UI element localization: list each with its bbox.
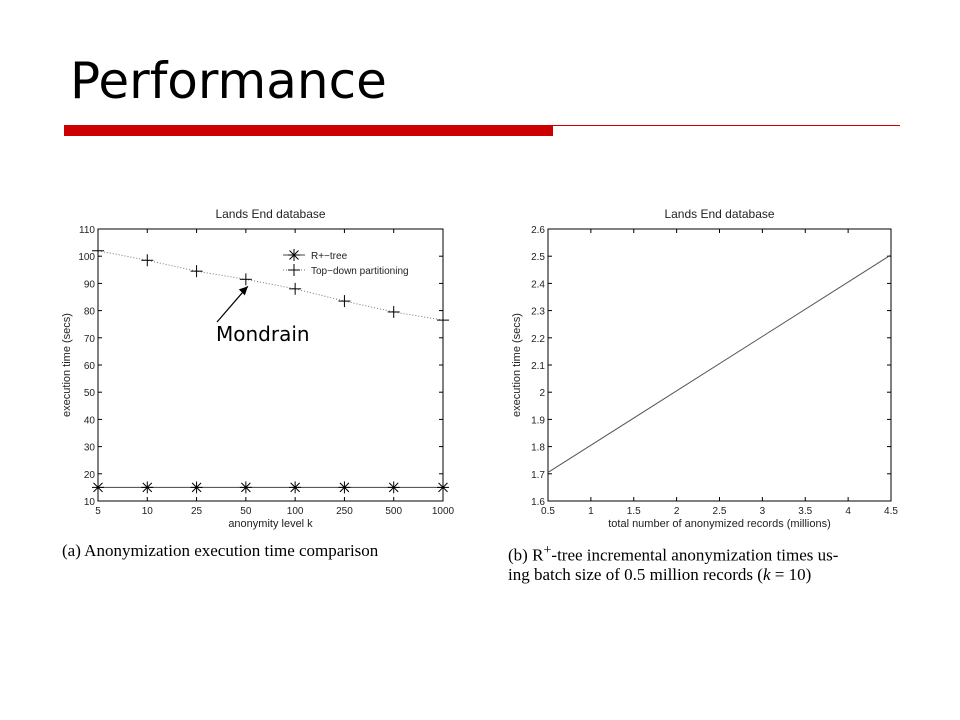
chart-a-ytick-label: 10 bbox=[84, 497, 96, 508]
chart-b-ylabel: execution time (secs) bbox=[511, 313, 523, 417]
chart-b-xtick-label: 3.5 bbox=[798, 506, 812, 517]
chart-b-ytick-label: 2 bbox=[539, 388, 545, 399]
chart-a-topdown-point bbox=[190, 265, 203, 278]
chart-a-ytick-label: 30 bbox=[84, 443, 96, 454]
chart-b-xtick-label: 4.5 bbox=[884, 506, 898, 517]
chart-a-xtick-label: 25 bbox=[191, 506, 203, 517]
caption-b-line2-post: = 10) bbox=[770, 564, 812, 584]
title-accent-bar bbox=[64, 125, 553, 136]
chart-a-xtick-label: 1000 bbox=[432, 506, 455, 517]
mondrian-annotation-label: Mondrain bbox=[216, 322, 310, 346]
chart-b-ytick-label: 1.6 bbox=[531, 497, 545, 508]
chart-a-ytick-label: 90 bbox=[84, 279, 96, 290]
caption-b-part2: -tree incremental anonymization times us… bbox=[551, 545, 839, 565]
chart-a-topdown-point bbox=[239, 273, 252, 286]
chart-b-title: Lands End database bbox=[664, 207, 774, 221]
chart-a-rplus-point bbox=[141, 481, 154, 494]
chart-b-ytick-label: 2.5 bbox=[531, 252, 545, 263]
chart-a-ytick-label: 20 bbox=[84, 470, 96, 481]
caption-a: (a) Anonymization execution time compari… bbox=[62, 541, 379, 560]
chart-b-series-line bbox=[547, 254, 892, 473]
chart-a-rplus-point bbox=[239, 481, 252, 494]
chart-a-topdown-point bbox=[141, 254, 154, 267]
chart-a-title: Lands End database bbox=[215, 207, 325, 221]
chart-b-ytick-label: 1.8 bbox=[531, 443, 545, 454]
chart-b-ytick-label: 2.1 bbox=[531, 361, 545, 372]
caption-b-part1: (b) R bbox=[508, 545, 544, 565]
chart-a-xtick-label: 250 bbox=[336, 506, 353, 517]
chart-a-topdown-point bbox=[338, 295, 351, 308]
chart-a-topdown-point bbox=[387, 305, 400, 318]
chart-a-topdown-point bbox=[437, 314, 449, 327]
chart-b-ytick-label: 2.2 bbox=[531, 334, 545, 345]
chart-a-ytick-label: 80 bbox=[84, 307, 96, 318]
title-accent-line bbox=[553, 125, 900, 126]
chart-a-legend-label-rplus: R+−tree bbox=[311, 251, 348, 262]
chart-a-xtick-label: 10 bbox=[142, 506, 154, 517]
chart-a-legend-label-topdown: Top−down partitioning bbox=[311, 266, 409, 277]
chart-a-ytick-label: 50 bbox=[84, 388, 96, 399]
chart-b-ytick-label: 2.6 bbox=[531, 225, 545, 236]
chart-a-ytick-label: 100 bbox=[78, 252, 95, 263]
caption-b-k: k bbox=[762, 564, 771, 584]
chart-a-rplus-point bbox=[387, 481, 400, 494]
chart-b-xtick-label: 1 bbox=[588, 506, 594, 517]
chart-b-xtick-label: 1.5 bbox=[627, 506, 641, 517]
caption-b-line2-pre: ing batch size of 0.5 million records ( bbox=[508, 564, 763, 584]
caption-b-superscript: + bbox=[543, 542, 552, 558]
chart-b-xtick-label: 4 bbox=[845, 506, 851, 517]
chart-a-ylabel: execution time (secs) bbox=[61, 313, 73, 417]
chart-b-xtick-label: 3 bbox=[760, 506, 766, 517]
chart-a-ytick-label: 110 bbox=[79, 225, 95, 236]
chart-a-ytick-label: 40 bbox=[84, 415, 96, 426]
chart-a-xtick-label: 50 bbox=[240, 506, 252, 517]
chart-a-rplus-point bbox=[92, 481, 104, 494]
chart-b-xtick-label: 0.5 bbox=[541, 506, 555, 517]
chart-a-ytick-label: 60 bbox=[84, 361, 96, 372]
chart-a-xtick-label: 500 bbox=[385, 506, 402, 517]
chart-b-xtick-label: 2 bbox=[674, 506, 680, 517]
chart-a-xtick-label: 100 bbox=[287, 506, 304, 517]
chart-a-topdown-point bbox=[92, 244, 104, 257]
chart-a-xtick-label: 5 bbox=[95, 506, 101, 517]
chart-a-xlabel: anonymity level k bbox=[228, 518, 313, 530]
chart-b-plot-frame bbox=[547, 228, 892, 502]
chart-a-rplus-point bbox=[437, 481, 449, 494]
chart-b-ytick-label: 1.9 bbox=[531, 415, 545, 426]
chart-a-rplus-point bbox=[190, 481, 203, 494]
chart-a-topdown-point bbox=[289, 282, 302, 295]
chart-a-legend-marker-topdown bbox=[288, 264, 300, 276]
slide-title: Performance bbox=[70, 52, 387, 110]
chart-b-xlabel: total number of anonymized records (mill… bbox=[608, 518, 831, 530]
caption-b: (b) R+-tree incremental anonymization ti… bbox=[508, 541, 918, 584]
chart-a-rplus-point bbox=[338, 481, 351, 494]
chart-a-ytick-label: 70 bbox=[84, 334, 96, 345]
chart-b-xtick-label: 2.5 bbox=[713, 506, 727, 517]
chart-a-legend-marker-rplus bbox=[288, 249, 300, 261]
chart-b-ytick-label: 2.4 bbox=[531, 279, 545, 290]
chart-a-rplus-point bbox=[289, 481, 302, 494]
annotation-arrow-head bbox=[238, 286, 248, 296]
chart-b-ytick-label: 1.7 bbox=[531, 470, 545, 481]
chart-b-ytick-label: 2.3 bbox=[531, 307, 545, 318]
